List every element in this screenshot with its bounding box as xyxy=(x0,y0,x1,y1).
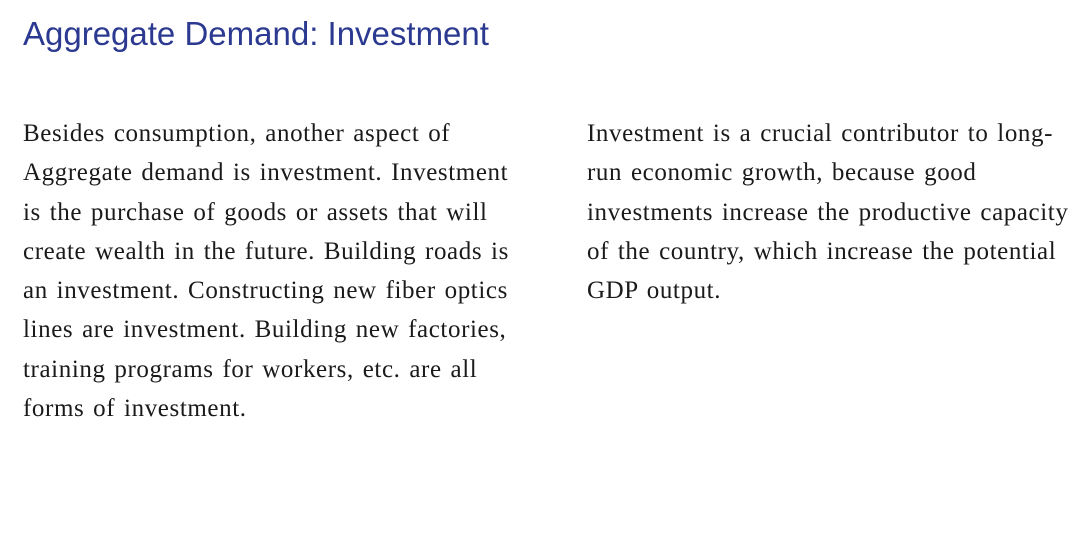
left-paragraph: Besides consumption, another aspect of A… xyxy=(23,120,509,423)
right-paragraph: Investment is a crucial contributor to l… xyxy=(587,120,1069,305)
slide-title: Aggregate Demand: Investment xyxy=(23,15,489,52)
